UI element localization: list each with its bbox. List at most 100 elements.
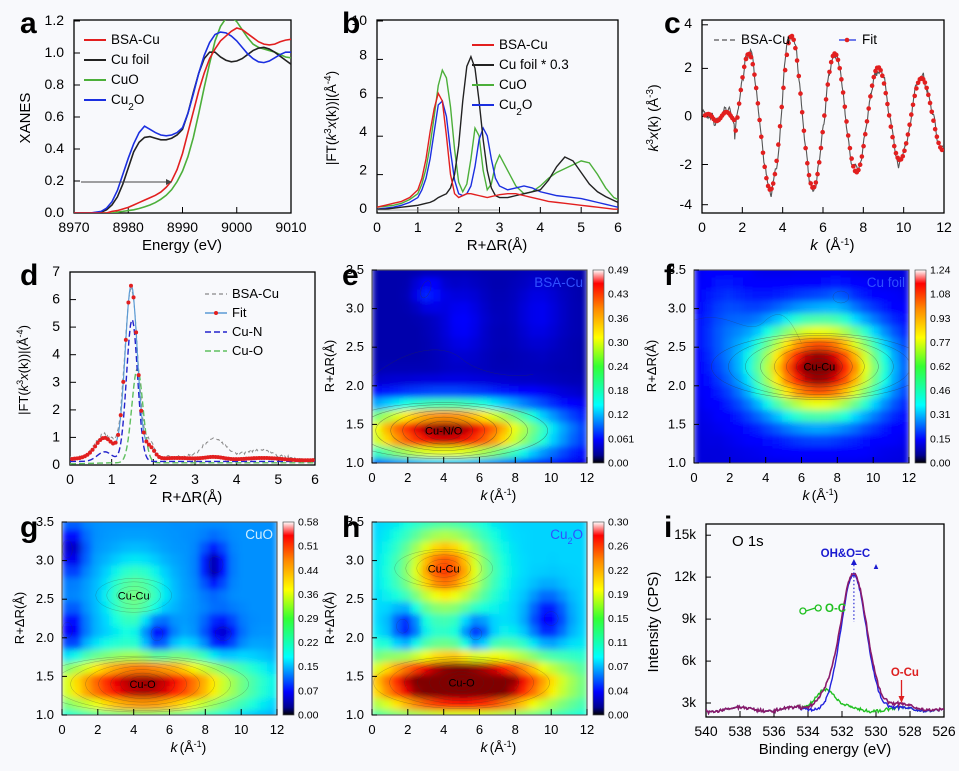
svg-text:0.30: 0.30 [608, 517, 629, 529]
svg-text:0.51: 0.51 [298, 541, 319, 553]
svg-text:1: 1 [52, 428, 60, 444]
svg-text:(Å-1): (Å-1) [490, 739, 517, 755]
svg-text:4: 4 [684, 15, 692, 31]
svg-text:2.0: 2.0 [36, 630, 54, 645]
svg-text:Binding energy (eV): Binding energy (eV) [759, 741, 892, 758]
svg-text:k: k [171, 739, 179, 755]
svg-text:|FT(k3x(k))|(Å-4): |FT(k3x(k))|(Å-4) [15, 325, 31, 415]
svg-text:1.2: 1.2 [45, 12, 65, 28]
svg-text:7: 7 [52, 263, 60, 279]
svg-text:1.5: 1.5 [668, 416, 686, 431]
svg-text:6k: 6k [682, 653, 697, 668]
svg-text:2: 2 [149, 471, 157, 487]
svg-text:3.0: 3.0 [668, 301, 686, 316]
svg-text:8: 8 [202, 722, 209, 737]
svg-text:CuO: CuO [499, 77, 527, 92]
svg-text:Cu-O: Cu-O [232, 343, 263, 358]
svg-text:6: 6 [476, 470, 483, 485]
svg-text:8980: 8980 [113, 219, 144, 235]
svg-text:Cu-Cu: Cu-Cu [428, 563, 460, 575]
svg-text:0.46: 0.46 [930, 385, 951, 397]
svg-text:0.6: 0.6 [45, 108, 65, 124]
svg-text:0.19: 0.19 [608, 589, 629, 601]
svg-text:9000: 9000 [221, 219, 252, 235]
svg-text:Cu-N: Cu-N [232, 324, 262, 339]
svg-text:Fit: Fit [232, 305, 247, 320]
svg-text:0.15: 0.15 [608, 613, 629, 625]
svg-text:6: 6 [166, 722, 173, 737]
svg-text:532: 532 [830, 723, 854, 739]
svg-text:0.58: 0.58 [298, 517, 319, 529]
svg-text:540: 540 [694, 723, 718, 739]
svg-text:0.26: 0.26 [608, 541, 629, 553]
svg-text:2.0: 2.0 [346, 630, 364, 645]
svg-text:526: 526 [932, 723, 956, 739]
svg-text:-2: -2 [680, 156, 693, 172]
svg-text:0.43: 0.43 [608, 289, 629, 301]
svg-text:0.00: 0.00 [930, 458, 951, 470]
svg-text:3.0: 3.0 [346, 301, 364, 316]
svg-text:8: 8 [859, 219, 867, 235]
svg-text:CuO: CuO [245, 527, 273, 542]
svg-text:0.22: 0.22 [608, 565, 629, 577]
svg-text:2: 2 [52, 401, 60, 417]
svg-text:0.31: 0.31 [930, 409, 951, 421]
svg-text:10: 10 [544, 470, 558, 485]
svg-text:3.0: 3.0 [36, 553, 54, 568]
svg-text:528: 528 [898, 723, 922, 739]
svg-text:(Å-1): (Å-1) [490, 487, 517, 503]
svg-text:6: 6 [52, 291, 60, 307]
svg-text:9k: 9k [682, 611, 697, 626]
svg-text:0.04: 0.04 [608, 685, 629, 697]
svg-text:|FT(k3x(k))|(Å-4): |FT(k3x(k))|(Å-4) [323, 71, 340, 165]
svg-text:3k: 3k [682, 695, 697, 710]
svg-text:0: 0 [368, 470, 375, 485]
svg-text:1.0: 1.0 [45, 44, 65, 60]
svg-text:0.11: 0.11 [608, 637, 628, 649]
svg-text:3: 3 [52, 373, 60, 389]
svg-text:O-Cu: O-Cu [891, 667, 919, 679]
svg-text:1.5: 1.5 [36, 668, 54, 683]
svg-text:12: 12 [902, 470, 916, 485]
svg-text:Cu foil: Cu foil [111, 52, 149, 67]
svg-text:3: 3 [496, 219, 504, 235]
svg-text:0.22: 0.22 [298, 637, 319, 649]
svg-text:0: 0 [698, 219, 706, 235]
svg-text:8: 8 [359, 46, 367, 62]
svg-text:2.5: 2.5 [346, 591, 364, 606]
svg-text:4: 4 [536, 219, 544, 235]
svg-text:0.2: 0.2 [45, 172, 65, 188]
svg-text:Intensity (CPS): Intensity (CPS) [645, 572, 662, 673]
svg-text:2.0: 2.0 [668, 378, 686, 393]
svg-text:8970: 8970 [58, 219, 89, 235]
svg-text:R+ΔR(Å): R+ΔR(Å) [322, 340, 337, 392]
svg-text:0.07: 0.07 [298, 685, 319, 697]
svg-text:BSA-Cu: BSA-Cu [111, 32, 160, 47]
svg-text:2: 2 [684, 59, 692, 75]
svg-text:0: 0 [58, 722, 65, 737]
svg-text:12k: 12k [674, 569, 696, 584]
svg-text:0.07: 0.07 [608, 661, 629, 673]
svg-text:1.5: 1.5 [346, 416, 364, 431]
svg-text:0.62: 0.62 [930, 361, 951, 373]
svg-text:4: 4 [233, 471, 241, 487]
svg-text:Fit: Fit [862, 32, 877, 47]
svg-text:2: 2 [404, 470, 411, 485]
svg-text:6: 6 [476, 722, 483, 737]
svg-text:R+ΔR(Å): R+ΔR(Å) [644, 340, 659, 392]
svg-text:0.12: 0.12 [608, 409, 629, 421]
svg-text:XANES: XANES [17, 93, 34, 144]
svg-text:0.36: 0.36 [298, 589, 319, 601]
svg-text:2: 2 [455, 219, 463, 235]
svg-text:538: 538 [728, 723, 752, 739]
svg-text:12: 12 [580, 722, 594, 737]
svg-text:Cu-Cu: Cu-Cu [804, 362, 836, 374]
svg-text:0.8: 0.8 [45, 76, 65, 92]
svg-text:3.5: 3.5 [36, 514, 54, 529]
svg-text:Cu2O: Cu2O [111, 92, 144, 113]
svg-text:530: 530 [864, 723, 888, 739]
svg-text:2: 2 [738, 219, 746, 235]
svg-text:2: 2 [726, 470, 733, 485]
svg-text:0.00: 0.00 [608, 458, 629, 470]
svg-text:4: 4 [130, 722, 137, 737]
